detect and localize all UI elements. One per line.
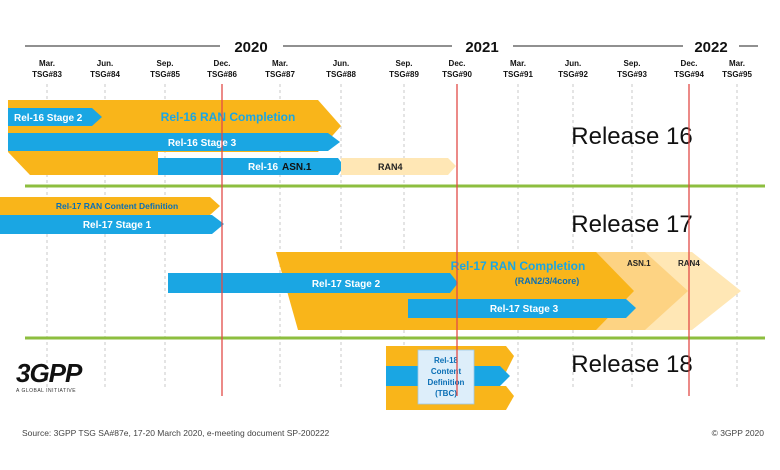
rel18-content-def-line: Content <box>431 367 462 376</box>
rel17-stage3-label: Rel-17 Stage 3 <box>490 304 559 315</box>
meeting-tsg: TSG#93 <box>617 70 647 79</box>
meeting-month: Jun. <box>565 59 581 68</box>
rel16-asn1-prefix-label: Rel-16 <box>248 162 278 173</box>
rel17-stage1-bar <box>0 215 224 234</box>
release-18-bars: Rel-18 Content Definition (TBC) Release … <box>386 346 693 410</box>
meeting-tsg: TSG#87 <box>265 70 295 79</box>
meeting-labels: Mar. TSG#83 Jun. TSG#84 Sep. TSG#85 Dec.… <box>32 59 752 79</box>
meeting-month: Mar. <box>272 59 288 68</box>
rel16-ran-completion-label: Rel-16 RAN Completion <box>161 110 296 124</box>
meeting-month: Dec. <box>449 59 466 68</box>
meeting-month: Sep. <box>624 59 641 68</box>
meeting-tsg: TSG#95 <box>722 70 752 79</box>
meeting-tsg: TSG#90 <box>442 70 472 79</box>
rel16-asn1-orange-bar <box>8 152 158 175</box>
rel18-content-def-line: Rel-18 <box>434 356 459 365</box>
rel17-asn1-label: ASN.1 <box>627 259 651 268</box>
rel17-stage1-label: Rel-17 Stage 1 <box>83 220 152 231</box>
rel17-stage2-bar <box>168 273 458 293</box>
meeting-month: Dec. <box>214 59 231 68</box>
meeting-tsg: TSG#88 <box>326 70 356 79</box>
meeting-tsg: TSG#91 <box>503 70 533 79</box>
footer-source: Source: 3GPP TSG SA#87e, 17-20 March 202… <box>22 428 330 438</box>
meeting-month: Mar. <box>39 59 55 68</box>
rel17-content-def-bar <box>0 197 220 215</box>
release-18-title: Release 18 <box>571 351 692 378</box>
meeting-tsg: TSG#86 <box>207 70 237 79</box>
3gpp-logo: 3GPP A GLOBAL INITIATIVE <box>16 360 126 410</box>
milestone-lines <box>221 84 690 396</box>
year-label: 2022 <box>694 39 727 56</box>
meeting-month: Sep. <box>157 59 174 68</box>
meeting-tsg: TSG#84 <box>90 70 120 79</box>
meeting-tsg: TSG#89 <box>389 70 419 79</box>
release-17-bars: Rel-17 RAN Content Definition Rel-17 Sta… <box>0 197 741 330</box>
meeting-tsg: TSG#85 <box>150 70 180 79</box>
meeting-tsg: TSG#83 <box>32 70 62 79</box>
meeting-month: Dec. <box>681 59 698 68</box>
meeting-month: Jun. <box>97 59 113 68</box>
rel17-ran-completion-sub-label: (RAN2/3/4core) <box>515 276 580 286</box>
rel16-stage2-bar <box>8 108 102 126</box>
meeting-tsg: TSG#92 <box>558 70 588 79</box>
year-label: 2021 <box>465 39 498 56</box>
release-16-title: Release 16 <box>571 123 692 150</box>
meeting-month: Sep. <box>396 59 413 68</box>
year-label: 2020 <box>234 39 267 56</box>
rel16-ran4-bar <box>341 158 456 175</box>
release-17-title: Release 17 <box>571 211 692 238</box>
rel16-stage3-bar <box>8 133 340 151</box>
rel17-stage2-label: Rel-17 Stage 2 <box>312 279 381 290</box>
rel16-stage2-label: Rel-16 Stage 2 <box>14 113 83 124</box>
rel16-ran4-label: RAN4 <box>378 162 403 172</box>
year-timeline: 2020 2021 2022 <box>25 39 758 56</box>
logo-tagline: A GLOBAL INITIATIVE <box>16 388 77 394</box>
meeting-month: Mar. <box>510 59 526 68</box>
rel16-asn1-label: ASN.1 <box>282 162 312 173</box>
rel17-stage3-bar <box>408 299 636 318</box>
meeting-month: Mar. <box>729 59 745 68</box>
rel18-content-def-line: Definition <box>428 378 465 387</box>
rel16-asn1-bar <box>158 158 344 175</box>
rel16-stage3-label: Rel-16 Stage 3 <box>168 138 237 149</box>
rel17-ran-completion-label: Rel-17 RAN Completion <box>451 259 586 273</box>
meeting-tsg: TSG#94 <box>674 70 704 79</box>
rel18-content-def-line: (TBC) <box>435 389 457 398</box>
rel17-content-def-label: Rel-17 RAN Content Definition <box>56 201 178 211</box>
meeting-month: Jun. <box>333 59 349 68</box>
release-16-bars: Rel-16 Stage 2 Rel-16 RAN Completion Rel… <box>8 100 693 175</box>
rel18-content-def-box <box>417 349 475 405</box>
logo-mark: 3GPP <box>16 358 82 388</box>
footer-copyright: © 3GPP 2020 <box>711 428 764 438</box>
